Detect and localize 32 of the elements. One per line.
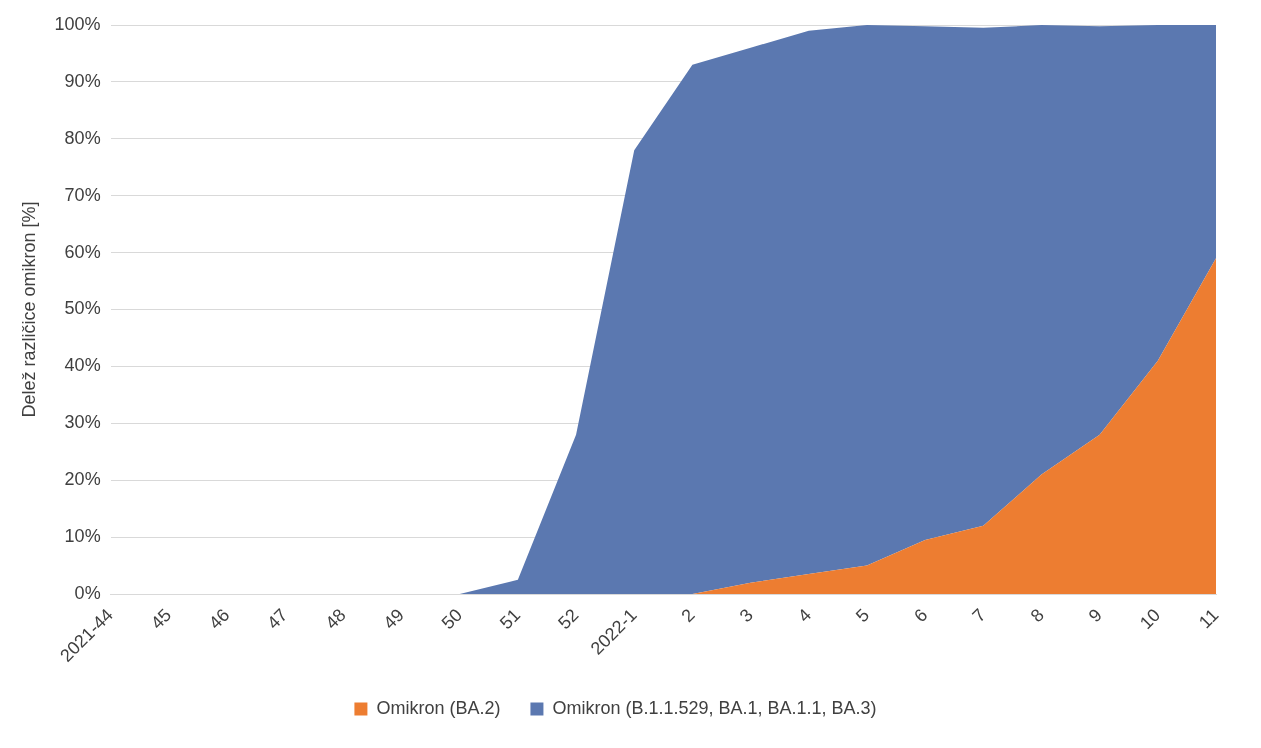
y-tick-label: 0% — [74, 582, 101, 603]
x-tick-label: 50 — [437, 604, 467, 634]
y-tick-label: 40% — [64, 355, 101, 376]
x-tick-label: 52 — [554, 604, 583, 634]
x-tick-label: 49 — [379, 604, 408, 634]
x-tick-label: 9 — [1084, 604, 1106, 627]
x-tick-label: 5 — [852, 604, 874, 627]
x-tick-label: 46 — [205, 604, 234, 634]
y-tick-label: 60% — [64, 241, 101, 262]
y-tick-label: 90% — [64, 70, 101, 91]
y-tick-label: 30% — [64, 412, 101, 433]
x-tick-label: 51 — [495, 604, 525, 634]
legend-label: Omikron (BA.2) — [376, 697, 501, 718]
x-tick-label: 47 — [263, 604, 292, 634]
x-tick-label: 11 — [1194, 604, 1223, 633]
x-tick-label: 10 — [1135, 604, 1165, 634]
y-tick-label: 10% — [64, 526, 101, 547]
y-tick-label: 80% — [64, 127, 101, 148]
x-tick-label: 45 — [146, 604, 176, 634]
y-tick-label: 50% — [64, 298, 101, 319]
x-tick-label: 6 — [910, 604, 932, 627]
x-tick-label: 2 — [677, 604, 699, 627]
legend-label: Omikron (B.1.1.529, BA.1, BA.1.1, BA.3) — [552, 697, 877, 718]
y-tick-label: 70% — [64, 184, 101, 205]
x-tick-label: 7 — [968, 604, 990, 627]
y-axis-title: Delež različice omikron [%] — [18, 201, 39, 418]
x-tick-label: 48 — [321, 604, 350, 634]
x-tick-label: 3 — [735, 604, 757, 627]
y-tick-label: 20% — [64, 469, 101, 490]
x-tick-label: 8 — [1026, 604, 1048, 627]
y-tick-label: 100% — [54, 13, 101, 34]
x-tick-label: 4 — [793, 604, 816, 627]
